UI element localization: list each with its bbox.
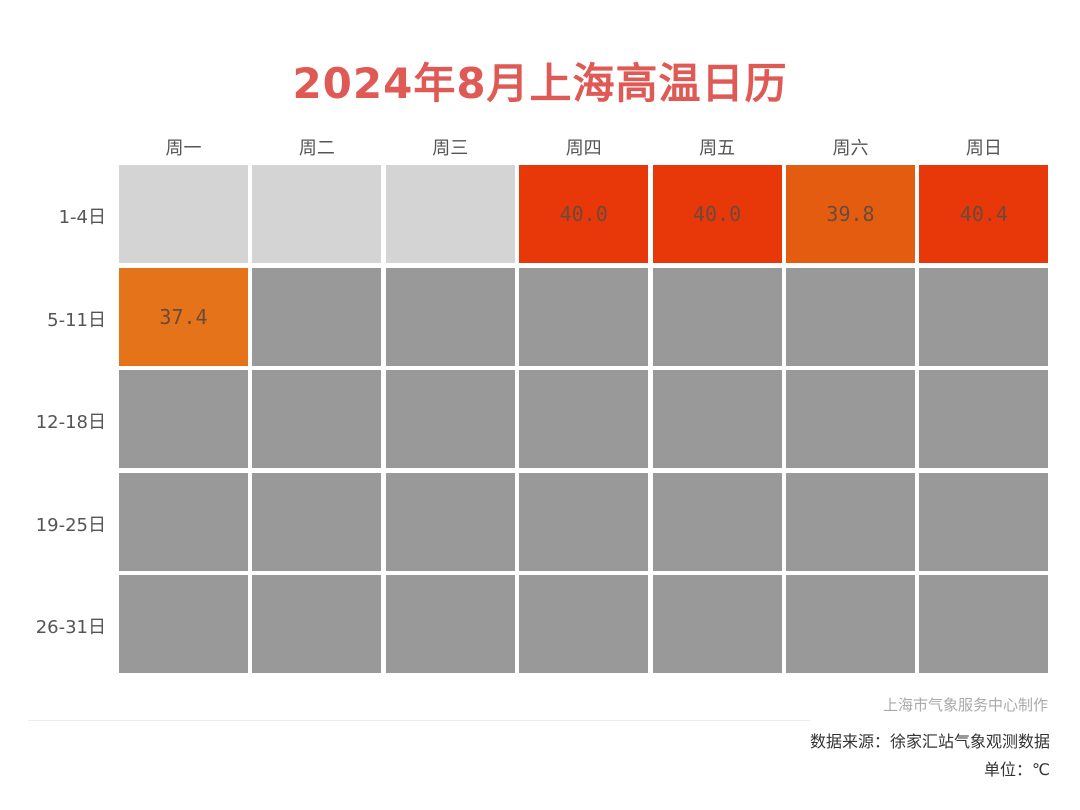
week-range-label: 5-11日 [47,309,106,331]
weekday-header: 周五 [699,138,736,159]
calendar-cell [652,472,782,571]
chart-title: 2024年8月上海高温日历 [292,59,788,108]
calendar-cell [385,472,515,571]
calendar-cell [919,267,1049,366]
footer-divider [28,720,810,721]
weekday-header: 周六 [832,138,869,159]
calendar-cell [119,575,248,674]
week-range-label: 26-31日 [35,617,106,639]
calendar-cell [519,575,649,674]
week-range-label: 12-18日 [35,412,106,434]
calendar-cell [252,267,382,366]
data-source-text: 数据来源：徐家汇站气象观测数据 [809,732,1050,751]
calendar-cell [519,267,649,366]
calendar-cell [252,472,382,571]
calendar-cell [919,575,1049,674]
unit-text: 单位：℃ [984,760,1050,779]
weekday-header: 周三 [432,138,469,159]
calendar-cell [786,267,915,366]
heat-day-cell: 40.0 [519,165,649,263]
calendar-cell [252,370,382,469]
heat-day-cell: 40.4 [919,165,1049,263]
calendar-cell [652,575,782,674]
heat-day-cell: 37.4 [119,267,248,366]
calendar-cell [919,370,1049,469]
calendar-cell [786,575,915,674]
calendar-cell [385,575,515,674]
calendar-cell [119,165,248,263]
weekday-header: 周四 [565,138,602,159]
week-range-label: 1-4日 [58,207,106,228]
weekday-header: 周日 [965,138,1002,159]
calendar-cell [786,370,915,469]
credit-text: 上海市气象服务中心制作 [882,696,1048,714]
calendar-cell [786,472,915,571]
calendar-cell [385,267,515,366]
calendar-cell [652,370,782,469]
calendar-cell [652,267,782,366]
calendar-cell [119,472,248,571]
calendar-cell [519,370,649,469]
calendar-cell [919,472,1049,571]
heat-day-cell: 40.0 [652,165,782,263]
calendar-cell [385,165,515,263]
calendar-cell [385,370,515,469]
calendar-cell [252,165,382,263]
calendar-cell [252,575,382,674]
weekday-header: 周一 [165,138,202,159]
week-range-label: 19-25日 [35,514,106,536]
calendar-cell [519,472,649,571]
heat-day-cell: 39.8 [786,165,915,263]
weekday-header: 周二 [298,138,335,159]
calendar-cell [119,370,248,469]
